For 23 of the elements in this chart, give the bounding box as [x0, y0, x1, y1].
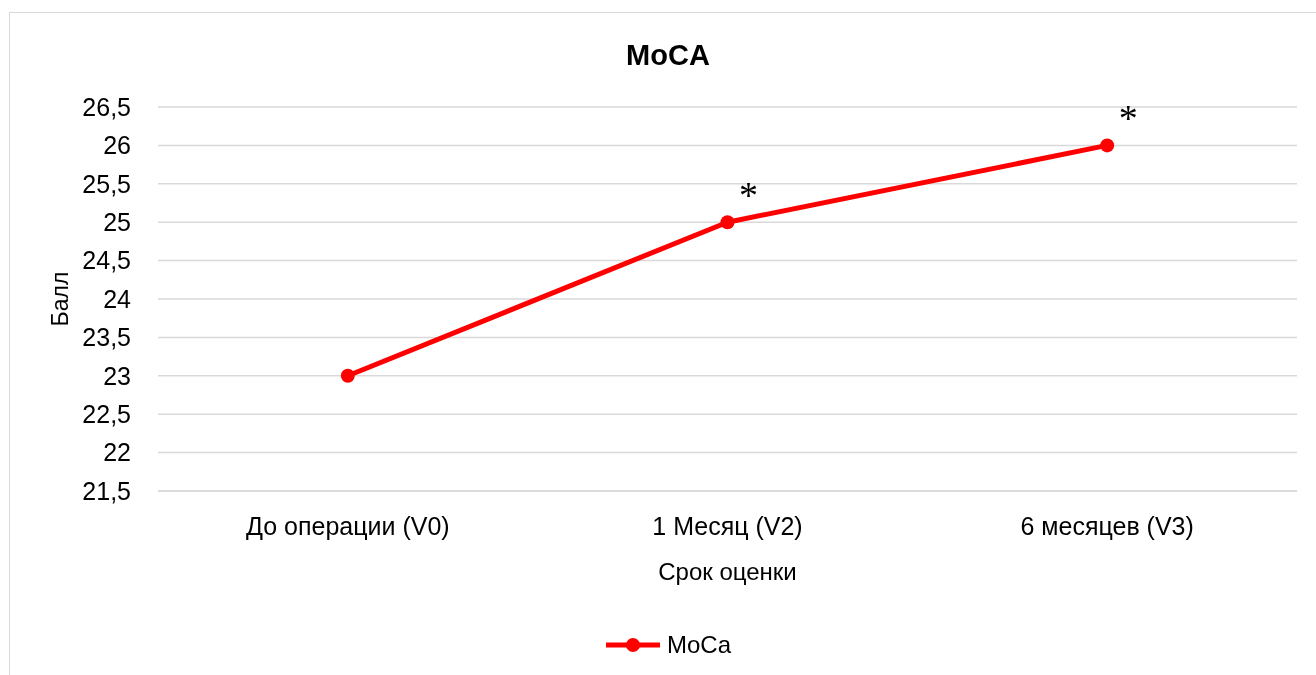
point	[720, 215, 735, 230]
annotation: *	[1118, 97, 1138, 140]
x-tick-label: 6 месяцев (V3)	[1020, 511, 1194, 540]
point	[1100, 138, 1115, 153]
y-tick-label: 25,5	[82, 169, 131, 198]
y-tick-label: 25	[103, 208, 131, 237]
y-tick-label: 26	[103, 131, 131, 160]
y-tick-label: 23,5	[82, 323, 131, 352]
y-tick-label: 24	[103, 284, 132, 313]
x-tick-label: До операции (V0)	[246, 511, 450, 540]
y-tick-label: 26,5	[82, 92, 131, 121]
chart-title: MoCA	[625, 39, 711, 71]
y-axis-title: Балл	[47, 271, 73, 327]
y-tick-label: 24,5	[82, 246, 131, 275]
y-tick-label: 23	[103, 361, 131, 390]
y-tick-label: 22	[103, 438, 131, 467]
point	[340, 368, 355, 383]
x-tick-label: 1 Месяц (V2)	[652, 511, 803, 540]
legend-label: MoCa	[666, 631, 732, 658]
x-axis-title: Срок оценки	[658, 558, 797, 585]
annotation: *	[739, 174, 758, 217]
y-tick-label: 22,5	[82, 400, 131, 429]
y-tick-label: 21,5	[82, 476, 131, 505]
